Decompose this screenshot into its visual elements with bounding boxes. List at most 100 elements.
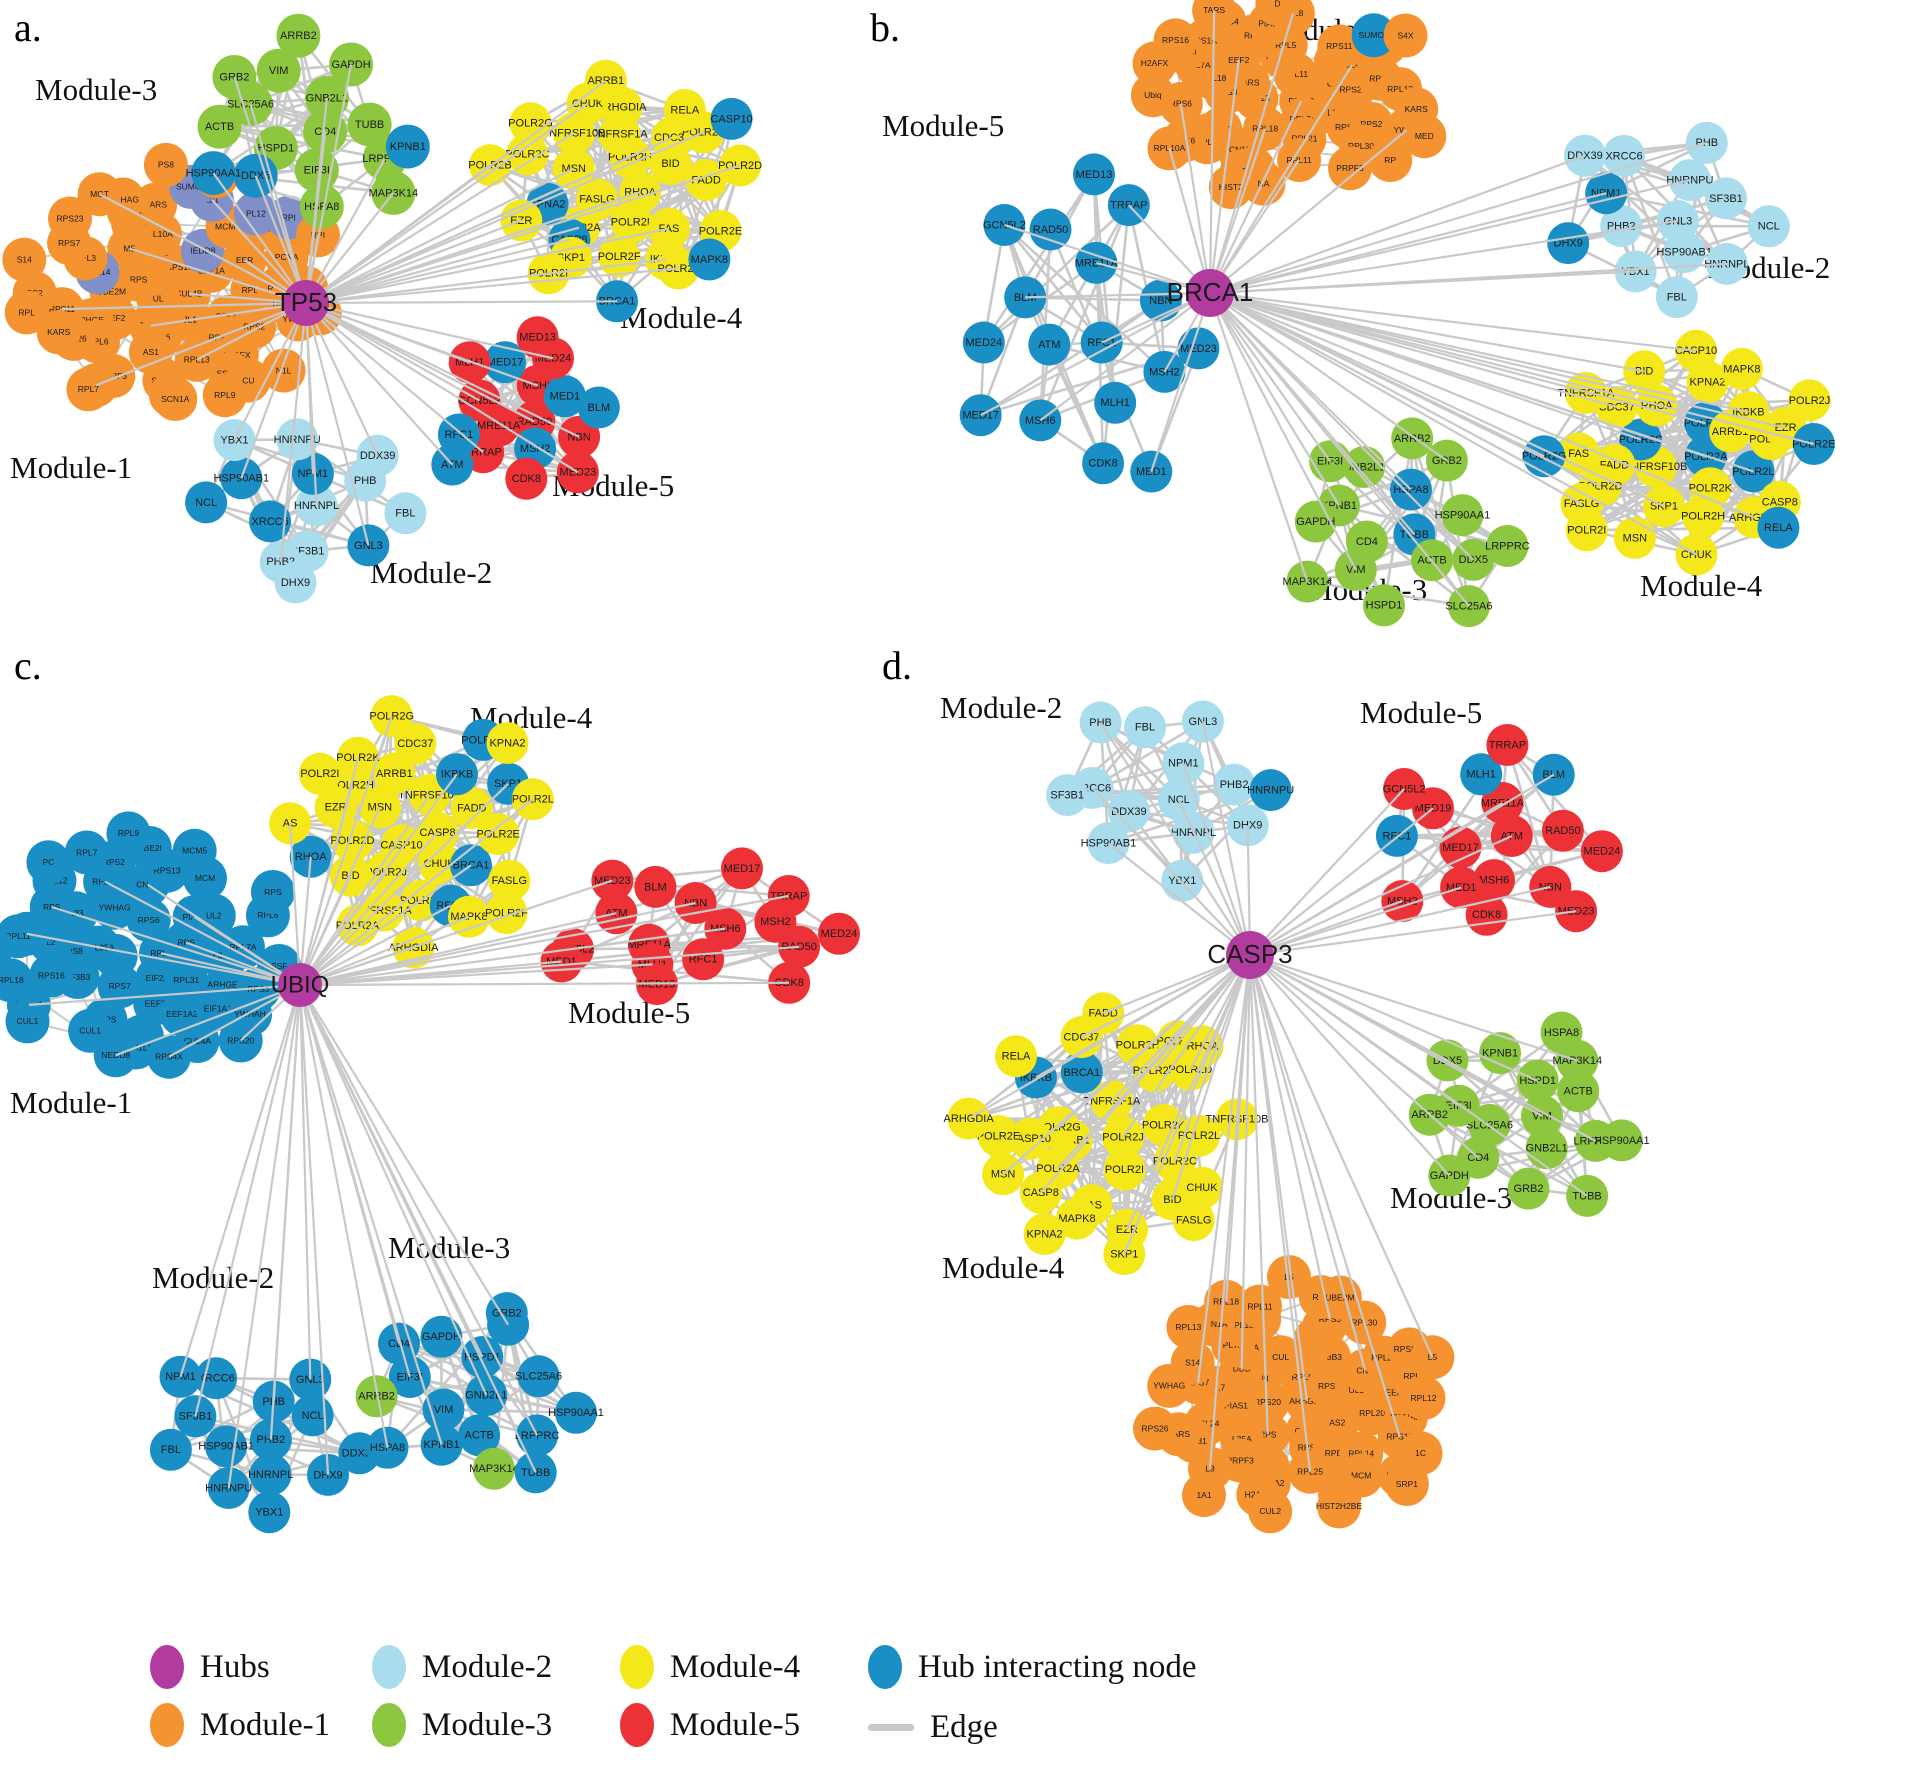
node-circle[interactable]: [1507, 1167, 1550, 1210]
network-node[interactable]: DHX9: [274, 561, 317, 604]
node-circle[interactable]: [256, 48, 301, 93]
node-circle[interactable]: [1317, 1275, 1362, 1320]
network-node[interactable]: PRPF3: [1328, 146, 1372, 191]
node-circle[interactable]: [394, 722, 437, 765]
network-node[interactable]: FASLG: [488, 859, 531, 902]
node-circle[interactable]: [197, 104, 242, 149]
node-circle[interactable]: [1060, 1051, 1103, 1094]
node-circle[interactable]: [1720, 347, 1763, 390]
node-circle[interactable]: [1082, 442, 1125, 485]
node-circle[interactable]: [1161, 859, 1204, 902]
node-circle[interactable]: [1600, 205, 1643, 247]
network-node[interactable]: MED13: [1073, 153, 1115, 196]
network-node[interactable]: NCL: [291, 1394, 334, 1437]
network-node[interactable]: MAP3K14: [469, 1447, 519, 1490]
network-node[interactable]: NCL: [1747, 205, 1790, 248]
node-circle[interactable]: [26, 840, 71, 885]
network-node[interactable]: KPNB1: [385, 124, 430, 169]
network-node[interactable]: CUL1: [5, 999, 50, 1044]
network-node[interactable]: HNRNPU: [274, 418, 321, 461]
node-circle[interactable]: [276, 13, 321, 58]
network-node[interactable]: L29: [0, 926, 14, 970]
node-circle[interactable]: [1557, 1070, 1600, 1113]
node-circle[interactable]: [485, 1292, 528, 1335]
node-circle[interactable]: [195, 1357, 238, 1400]
node-circle[interactable]: [1241, 161, 1286, 206]
node-circle[interactable]: [1073, 153, 1115, 196]
node-circle[interactable]: [1124, 706, 1166, 749]
node-circle[interactable]: [276, 418, 319, 461]
hub-node[interactable]: CASP3: [1207, 931, 1293, 979]
node-circle[interactable]: [420, 1315, 463, 1358]
node-circle[interactable]: [1328, 146, 1372, 191]
network-node[interactable]: Ubiq: [1130, 73, 1175, 118]
network-node[interactable]: POLR2I: [1103, 1148, 1146, 1191]
node-circle[interactable]: [962, 321, 1005, 364]
node-circle[interactable]: [543, 375, 586, 418]
node-circle[interactable]: [191, 893, 236, 938]
hub-node[interactable]: TP53: [275, 280, 337, 326]
network-node[interactable]: PHB2: [1213, 763, 1256, 806]
node-circle[interactable]: [164, 958, 209, 1003]
node-circle[interactable]: [1368, 138, 1413, 183]
network-node[interactable]: BRCA1: [1060, 1051, 1103, 1094]
node-circle[interactable]: [486, 722, 529, 764]
network-node[interactable]: BLM: [577, 386, 620, 429]
network-node[interactable]: POLR2E: [476, 813, 520, 856]
network-node[interactable]: GNB2L1: [1343, 446, 1385, 488]
node-circle[interactable]: [274, 561, 317, 604]
node-circle[interactable]: [517, 1355, 560, 1398]
network-node[interactable]: L5: [1410, 1335, 1455, 1380]
node-circle[interactable]: [1343, 446, 1386, 488]
network-node[interactable]: YBX1: [248, 1491, 291, 1534]
network-node[interactable]: RAD50: [1541, 809, 1584, 852]
network-node[interactable]: H2AFX: [1132, 41, 1177, 86]
network-node[interactable]: SLC25A6: [1445, 585, 1492, 628]
network-node[interactable]: PC: [26, 840, 71, 885]
node-circle[interactable]: [289, 835, 332, 878]
network-node[interactable]: VIM: [1334, 548, 1377, 591]
network-node[interactable]: MCM5: [172, 828, 217, 873]
node-circle[interactable]: [1317, 1484, 1361, 1529]
node-circle[interactable]: [1351, 13, 1396, 58]
node-circle[interactable]: [506, 133, 549, 176]
node-circle[interactable]: [634, 865, 677, 908]
network-node[interactable]: POLR2I: [298, 752, 341, 795]
node-circle[interactable]: [1082, 992, 1125, 1035]
network-node[interactable]: GRB2: [1507, 1167, 1550, 1210]
network-node[interactable]: RFC1: [682, 938, 725, 981]
network-node[interactable]: RPL9: [202, 373, 247, 418]
network-node[interactable]: YWHAG: [1147, 1363, 1192, 1408]
network-node[interactable]: MED17: [721, 847, 763, 890]
node-circle[interactable]: [418, 842, 461, 885]
network-node[interactable]: UBE2M: [1317, 1275, 1362, 1320]
node-circle[interactable]: [149, 1428, 192, 1471]
node-circle[interactable]: [1655, 276, 1698, 319]
network-node[interactable]: FAS: [1557, 432, 1600, 475]
node-circle[interactable]: [509, 102, 552, 145]
network-node[interactable]: CDK8: [1082, 442, 1125, 485]
network-node[interactable]: HNRNPU: [1247, 769, 1294, 812]
node-circle[interactable]: [143, 142, 188, 187]
node-circle[interactable]: [261, 348, 306, 393]
network-node[interactable]: SLC25A6: [515, 1355, 562, 1398]
node-circle[interactable]: [174, 1395, 217, 1438]
node-circle[interactable]: [1181, 1166, 1223, 1209]
network-node[interactable]: TUBB: [347, 102, 392, 147]
node-circle[interactable]: [818, 912, 860, 955]
network-node[interactable]: RPL7: [64, 830, 109, 875]
node-circle[interactable]: [347, 102, 392, 147]
node-circle[interactable]: [248, 1491, 291, 1534]
node-circle[interactable]: [1540, 1011, 1583, 1054]
network-node[interactable]: DDX39: [1107, 790, 1150, 833]
network-node[interactable]: RPL9: [106, 811, 151, 856]
node-circle[interactable]: [1130, 73, 1175, 118]
network-node[interactable]: HSP90AA1: [1435, 494, 1491, 537]
network-node[interactable]: POLR2F: [485, 892, 528, 935]
node-circle[interactable]: [1004, 276, 1047, 319]
node-circle[interactable]: [473, 1447, 515, 1490]
network-node[interactable]: 1A1: [1182, 1473, 1226, 1518]
network-node[interactable]: ACTB: [458, 1414, 501, 1457]
node-circle[interactable]: [373, 752, 416, 795]
node-circle[interactable]: [106, 811, 151, 856]
